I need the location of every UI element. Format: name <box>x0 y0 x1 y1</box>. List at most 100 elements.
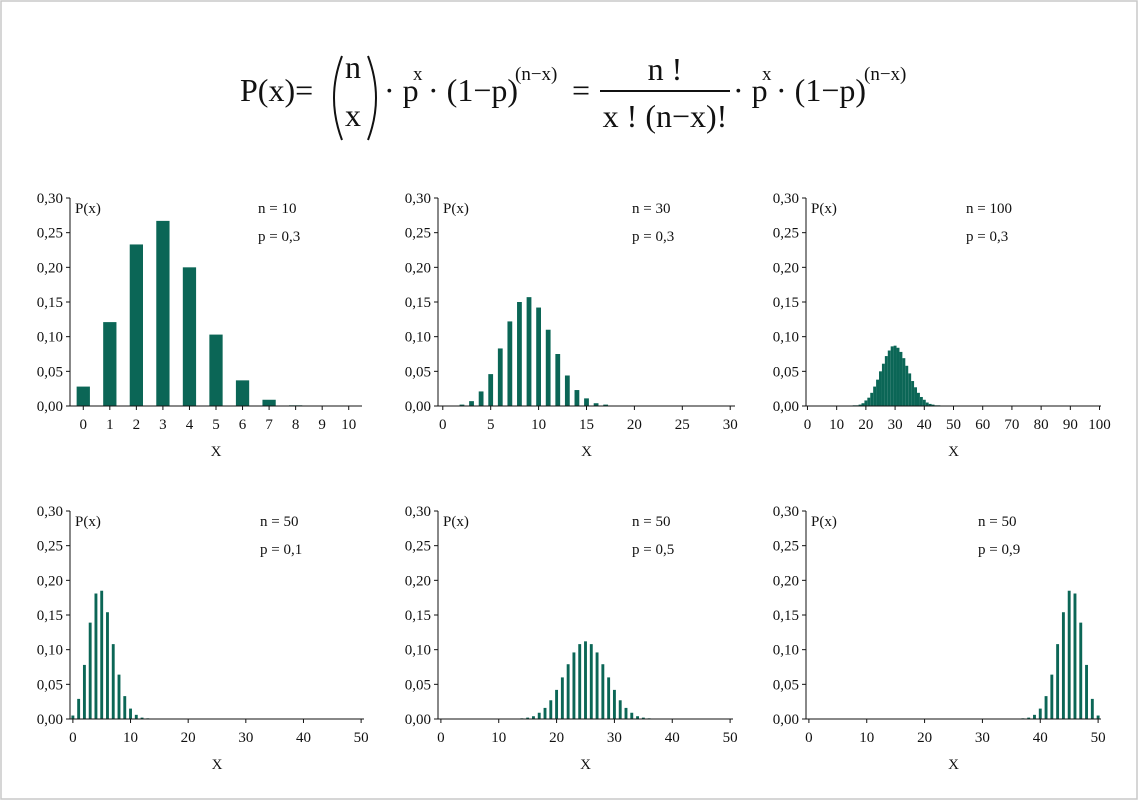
x-tick-label: 40 <box>296 730 311 746</box>
bar <box>543 707 547 719</box>
bar <box>595 652 599 719</box>
bar <box>870 392 874 406</box>
formula-lhs: P(x)= <box>240 72 313 108</box>
y-tick-label: 0,20 <box>405 260 431 276</box>
bar <box>630 712 634 719</box>
y-tick-label: 0,20 <box>773 260 799 276</box>
y-tick-label: 0,20 <box>405 573 431 589</box>
bar <box>908 373 912 406</box>
bar <box>545 329 551 406</box>
x-tick-label: 5 <box>212 417 220 433</box>
y-tick-label: 0,30 <box>773 191 799 207</box>
bar <box>1027 717 1031 719</box>
bar <box>896 347 900 406</box>
x-tick-label: 80 <box>1034 417 1049 433</box>
bar <box>584 398 589 406</box>
bar <box>887 350 891 406</box>
x-tick-label: 9 <box>318 417 326 433</box>
bar <box>1085 664 1088 719</box>
y-tick-label: 0,20 <box>37 260 63 276</box>
bar <box>873 386 877 406</box>
bar <box>861 403 865 406</box>
y-axis-label: P(x) <box>811 514 837 530</box>
x-axis-label: X <box>580 757 591 773</box>
x-tick-label: 8 <box>292 417 300 433</box>
bar <box>589 644 593 719</box>
y-tick-label: 0,25 <box>773 226 799 242</box>
bar <box>931 404 935 406</box>
x-tick-label: 30 <box>607 730 622 746</box>
bar <box>636 716 640 719</box>
annotation: n = 50 <box>260 514 298 530</box>
x-tick-label: 50 <box>354 730 369 746</box>
annotation: n = 30 <box>632 201 670 217</box>
x-tick-label: 50 <box>723 730 738 746</box>
formula-term: · (1−p) <box>776 72 866 108</box>
bar <box>911 381 915 406</box>
formula-exponent: x <box>762 64 772 85</box>
bar <box>1050 674 1054 719</box>
annotation: p = 0,9 <box>978 542 1020 558</box>
y-tick-label: 0,05 <box>773 677 799 693</box>
bar <box>555 354 561 406</box>
bar <box>526 717 530 719</box>
bar <box>925 402 929 406</box>
y-tick-label: 0,15 <box>37 295 63 311</box>
bar <box>497 348 503 406</box>
bar <box>262 399 276 406</box>
x-tick-label: 25 <box>675 417 690 433</box>
bar <box>578 644 582 719</box>
bar <box>111 644 115 719</box>
bar <box>612 689 616 719</box>
bar <box>864 400 868 406</box>
annotation: n = 50 <box>978 514 1016 530</box>
bar <box>914 387 917 406</box>
annotation: n = 50 <box>632 514 670 530</box>
bar <box>899 351 903 406</box>
formula: P(x)= n x · p x · (1−p) (n−x) = n ! x ! … <box>240 49 906 141</box>
bar <box>574 390 580 406</box>
bar <box>867 397 871 406</box>
y-tick-label: 0,10 <box>773 330 799 346</box>
x-tick-label: 20 <box>549 730 564 746</box>
x-tick-label: 70 <box>1004 417 1019 433</box>
x-tick-label: 50 <box>1091 730 1106 746</box>
y-tick-label: 0,05 <box>773 364 799 380</box>
y-tick-label: 0,10 <box>405 643 431 659</box>
bar <box>884 356 888 406</box>
bar <box>607 677 611 719</box>
formula-numerator: n ! <box>648 51 683 87</box>
bar <box>1067 590 1071 719</box>
formula-equals: = <box>572 72 590 108</box>
bar <box>129 244 143 406</box>
x-tick-label: 30 <box>723 417 738 433</box>
bar <box>1038 708 1042 719</box>
bar <box>82 664 86 719</box>
x-tick-label: 30 <box>238 730 253 746</box>
x-axis-label: X <box>212 757 223 773</box>
bar <box>919 396 923 406</box>
x-tick-label: 10 <box>341 417 356 433</box>
y-axis-label: P(x) <box>811 201 837 217</box>
x-tick-label: 0 <box>69 730 77 746</box>
bar <box>235 380 250 406</box>
bar <box>601 664 605 719</box>
formula-term: · p <box>384 72 419 108</box>
x-tick-label: 20 <box>627 417 642 433</box>
bar <box>123 696 127 719</box>
x-tick-label: 10 <box>829 417 844 433</box>
annotation: p = 0,3 <box>632 229 674 245</box>
y-tick-label: 0,25 <box>37 226 63 242</box>
y-tick-label: 0,25 <box>405 226 431 242</box>
bar <box>1056 644 1060 719</box>
x-axis-label: X <box>948 757 959 773</box>
bar <box>890 346 894 406</box>
x-tick-label: 15 <box>579 417 594 433</box>
bar <box>1073 593 1077 719</box>
bar <box>564 375 570 406</box>
x-axis-label: X <box>581 444 592 460</box>
bar <box>182 267 197 406</box>
y-tick-label: 0,15 <box>773 295 799 311</box>
